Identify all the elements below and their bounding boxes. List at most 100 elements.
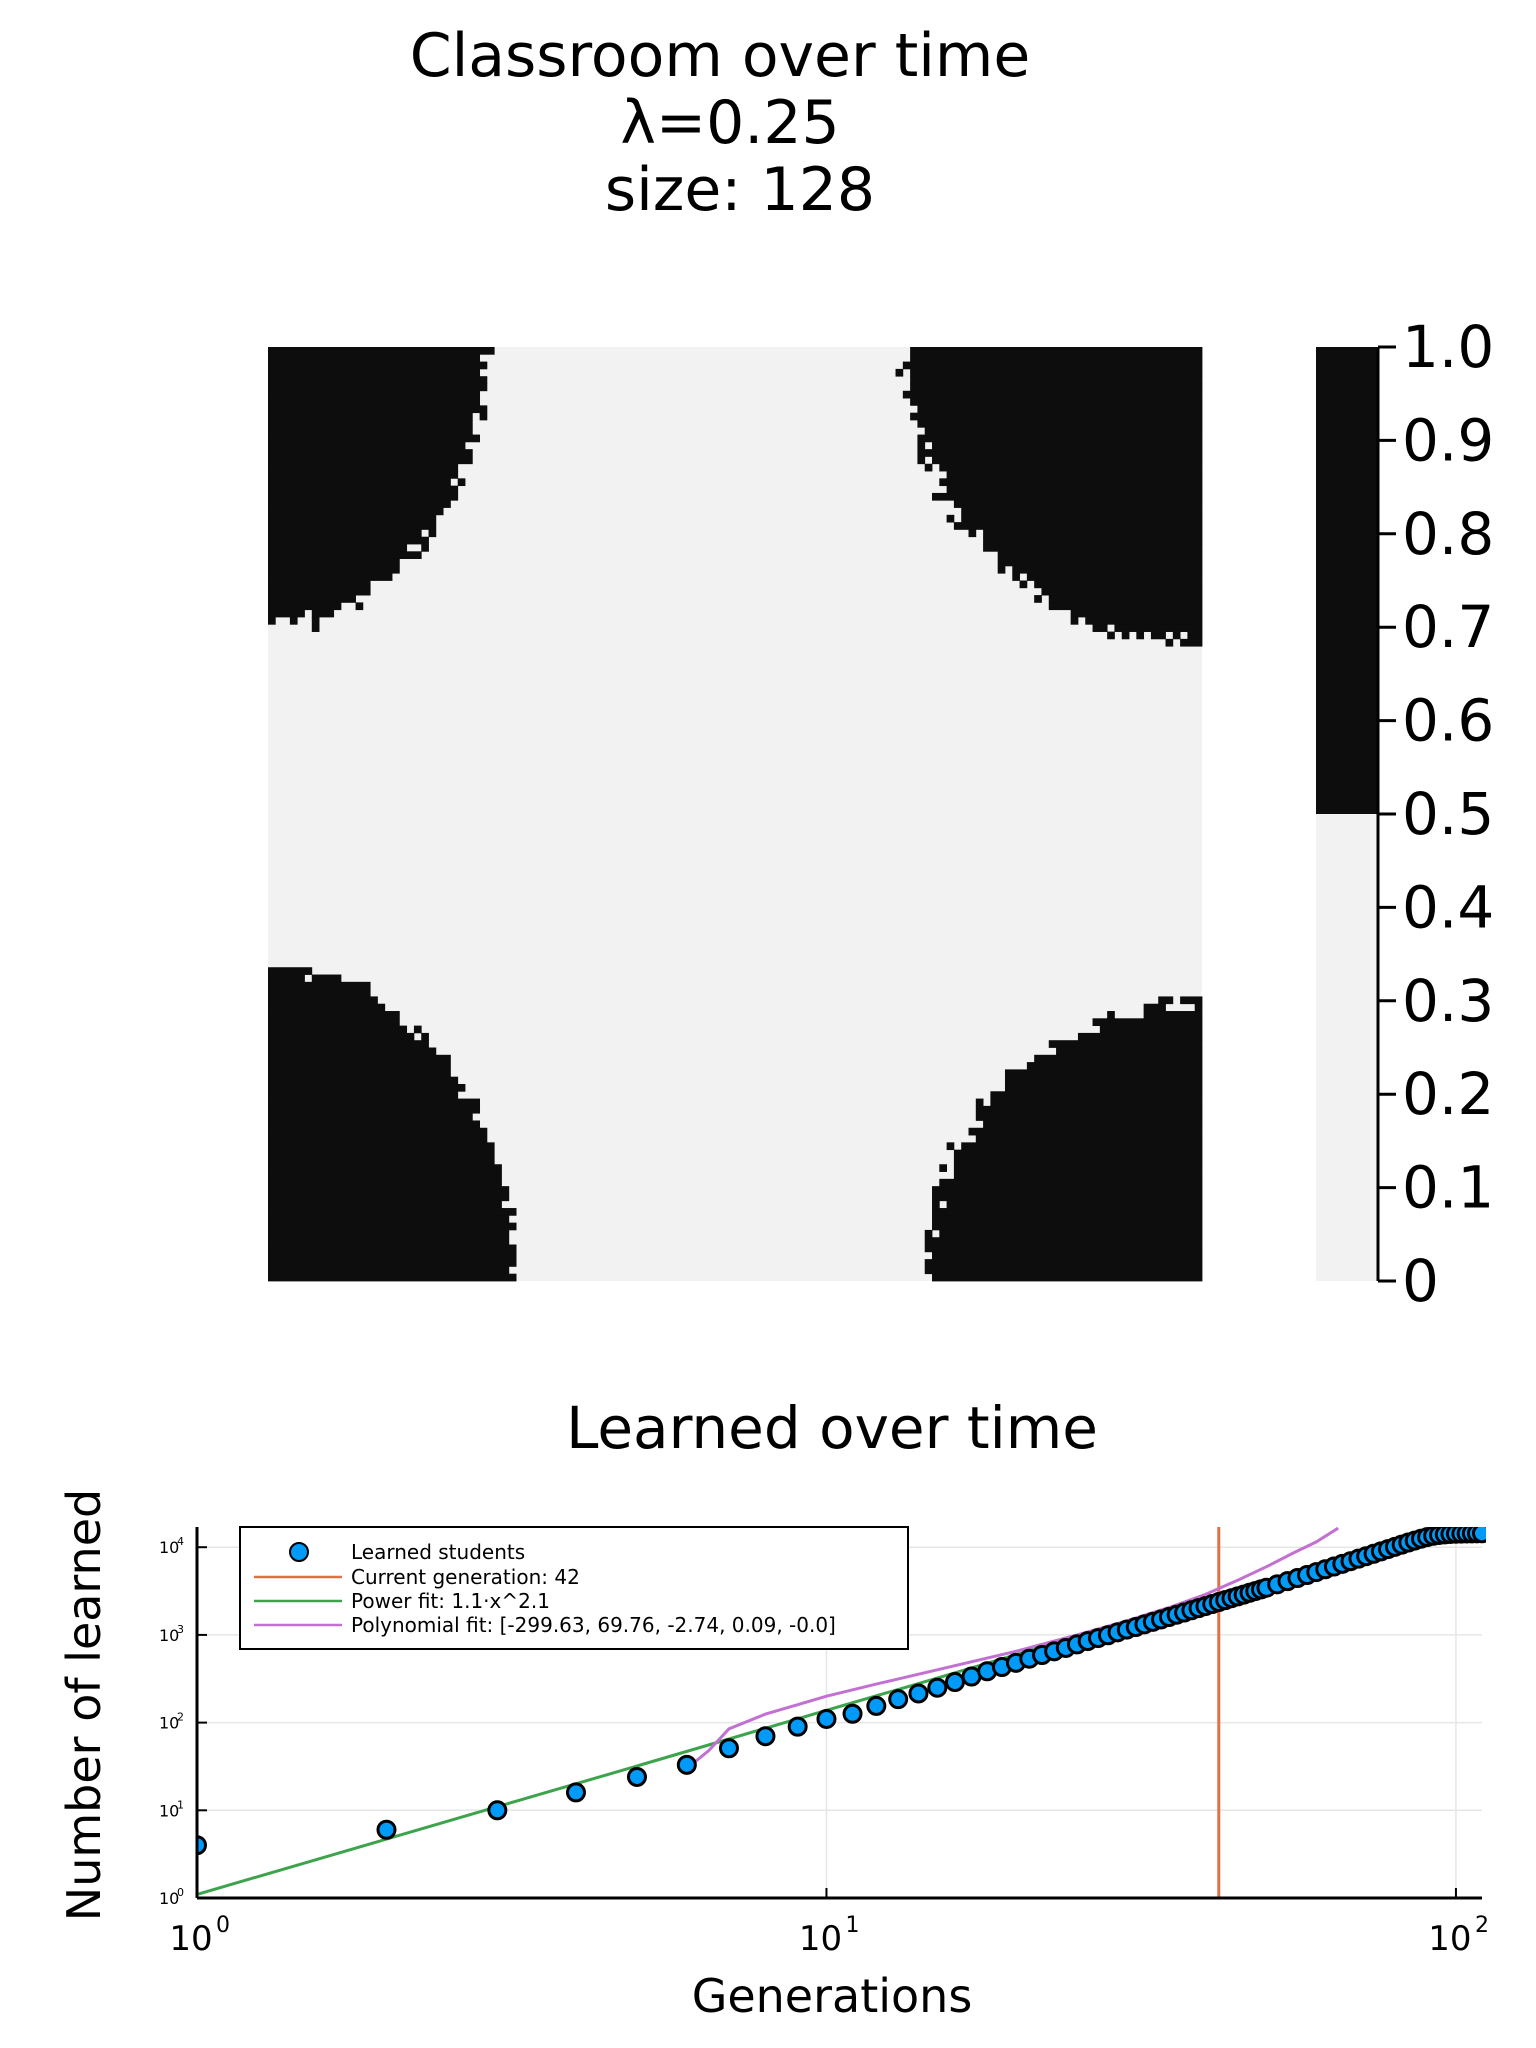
heatmap-cell-run (268, 471, 459, 479)
heatmap-cell-run (1107, 631, 1115, 640)
heatmap-cell-run (268, 1164, 502, 1172)
heatmap-cell-run (990, 1098, 1203, 1107)
scatter-title: Learned over time (566, 1394, 1098, 1462)
heatmap-cell-run (1107, 1011, 1115, 1019)
heatmap-cell-run (268, 1127, 488, 1136)
heatmap-cell-run (932, 1273, 1203, 1282)
heatmap-cell-run (268, 419, 473, 428)
data-point (376, 1819, 397, 1840)
heatmap-cell-run (268, 989, 371, 997)
data-point (908, 1683, 929, 1704)
heatmap-cell-run (910, 398, 1203, 406)
heatmap-cell-run (1048, 1040, 1203, 1048)
heatmap-cell-run (924, 1229, 933, 1238)
heatmap-cell-run (932, 1222, 1203, 1231)
heatmap-cell-run (413, 1025, 422, 1034)
heatmap-cell-run (1143, 1003, 1166, 1012)
heatmap-cell-run (268, 1266, 510, 1275)
x-tick-exponent: 1 (845, 1913, 859, 1938)
heatmap-cell-run (289, 616, 298, 625)
heatmap-cell-run (961, 507, 1203, 516)
y-tick-label: 10 (159, 1538, 179, 1557)
heatmap-cell-run (1136, 631, 1145, 640)
heatmap-cell-run (311, 624, 320, 632)
heatmap-cell-run (1143, 1011, 1203, 1019)
heatmap-cell-run (924, 1244, 1203, 1253)
heatmap-cell-run (983, 529, 1203, 538)
heatmap-cell-run (1056, 1047, 1203, 1056)
heatmap-title-line-2: λ=0.25 (620, 88, 839, 158)
colorbar-ticks: 0 0.1 0.2 0.3 0.4 0.5 0.6 0.7 0.8 0.9 1.0 (1378, 313, 1494, 1315)
legend-label-polynomial: Polynomial fit: [-299.63, 69.76, -2.74, … (351, 1613, 836, 1637)
heatmap-cell-run (457, 478, 466, 487)
x-tick-exponent: 0 (216, 1913, 230, 1938)
heatmap-cell-run (1026, 1062, 1203, 1070)
data-point (888, 1689, 909, 1710)
heatmap-cell-run (268, 967, 313, 975)
heatmap-cell-run (268, 427, 473, 435)
y-axis-label: Number of learned (57, 1489, 111, 1921)
heatmap-cell-run (1180, 638, 1203, 647)
heatmap-cell-run (268, 405, 488, 414)
heatmap-cell-run (268, 485, 459, 494)
data-point (565, 1782, 586, 1803)
x-tick-label: 10 (169, 1919, 212, 1959)
colorbar-tick-label: 1.0 (1402, 313, 1494, 381)
colorbar-tick-label: 0 (1402, 1247, 1439, 1315)
heatmap-cell-run (268, 1222, 517, 1231)
heatmap-cell-run (902, 361, 1203, 370)
heatmap-cell-run (932, 492, 1203, 501)
legend-marker-learned (289, 1542, 309, 1562)
heatmap-cell-run (968, 529, 977, 538)
heatmap-cell-run (932, 1208, 1203, 1216)
heatmap-cell-run (268, 1032, 415, 1041)
heatmap-cell-run (311, 974, 342, 983)
y-tick-exponent: 3 (177, 1623, 184, 1636)
data-point (842, 1703, 863, 1724)
heatmap-cell-run (1099, 1025, 1203, 1034)
data-point (1472, 1527, 1486, 1544)
x-tick-label: 10 (799, 1919, 842, 1959)
heatmap-cell-run (268, 368, 481, 377)
y-tick-label: 10 (159, 1801, 179, 1820)
heatmap-cell-run (910, 412, 1203, 421)
heatmap-cell-run (268, 1025, 408, 1034)
heatmap-cell-run (946, 485, 1203, 494)
heatmap-cell-run (268, 595, 356, 603)
heatmap-cell-run (268, 507, 444, 516)
heatmap-cell-run (268, 434, 481, 443)
heatmap-cell-run (953, 500, 1203, 508)
heatmap-cell-run (268, 1244, 517, 1253)
x-axis-label: Generations (692, 1969, 973, 2023)
data-point (944, 1672, 965, 1693)
heatmap-cell-run (902, 390, 1203, 399)
data-point (487, 1800, 508, 1821)
heatmap-cell-run (428, 529, 437, 538)
heatmap-cell-run (268, 441, 466, 450)
heatmap-cell-run (268, 1171, 502, 1180)
heatmap-cell-run (268, 492, 459, 501)
heatmap-cell-run (268, 1215, 510, 1224)
heatmap-cell-run (268, 996, 378, 1005)
heatmap-cell-run (910, 383, 1203, 392)
heatmap-cell-run (268, 1229, 510, 1238)
data-point (816, 1708, 837, 1729)
heatmap-cell-run (268, 1178, 502, 1187)
legend-label-power: Power fit: 1.1·x^2.1 (351, 1589, 550, 1613)
heatmap-cell-run (946, 1142, 955, 1151)
heatmap-cell-run (917, 419, 1203, 428)
heatmap-cell-run (961, 1142, 1203, 1151)
heatmap-cell-run (268, 609, 305, 618)
heatmap-cell-run (1004, 1069, 1203, 1078)
heatmap-cell-run (1194, 1003, 1203, 1012)
y-tick-exponent: 4 (177, 1535, 184, 1548)
heatmap-cell-run (268, 573, 393, 581)
y-tick-label: 10 (159, 1626, 179, 1645)
heatmap-cell-run (910, 368, 1203, 377)
heatmap-cell-run (1158, 996, 1174, 1005)
heatmap-cell-run (983, 544, 1203, 552)
heatmap-cell-run (961, 514, 1203, 523)
heatmap-cell-run (268, 1142, 495, 1151)
heatmap-cell-run (1012, 573, 1020, 581)
